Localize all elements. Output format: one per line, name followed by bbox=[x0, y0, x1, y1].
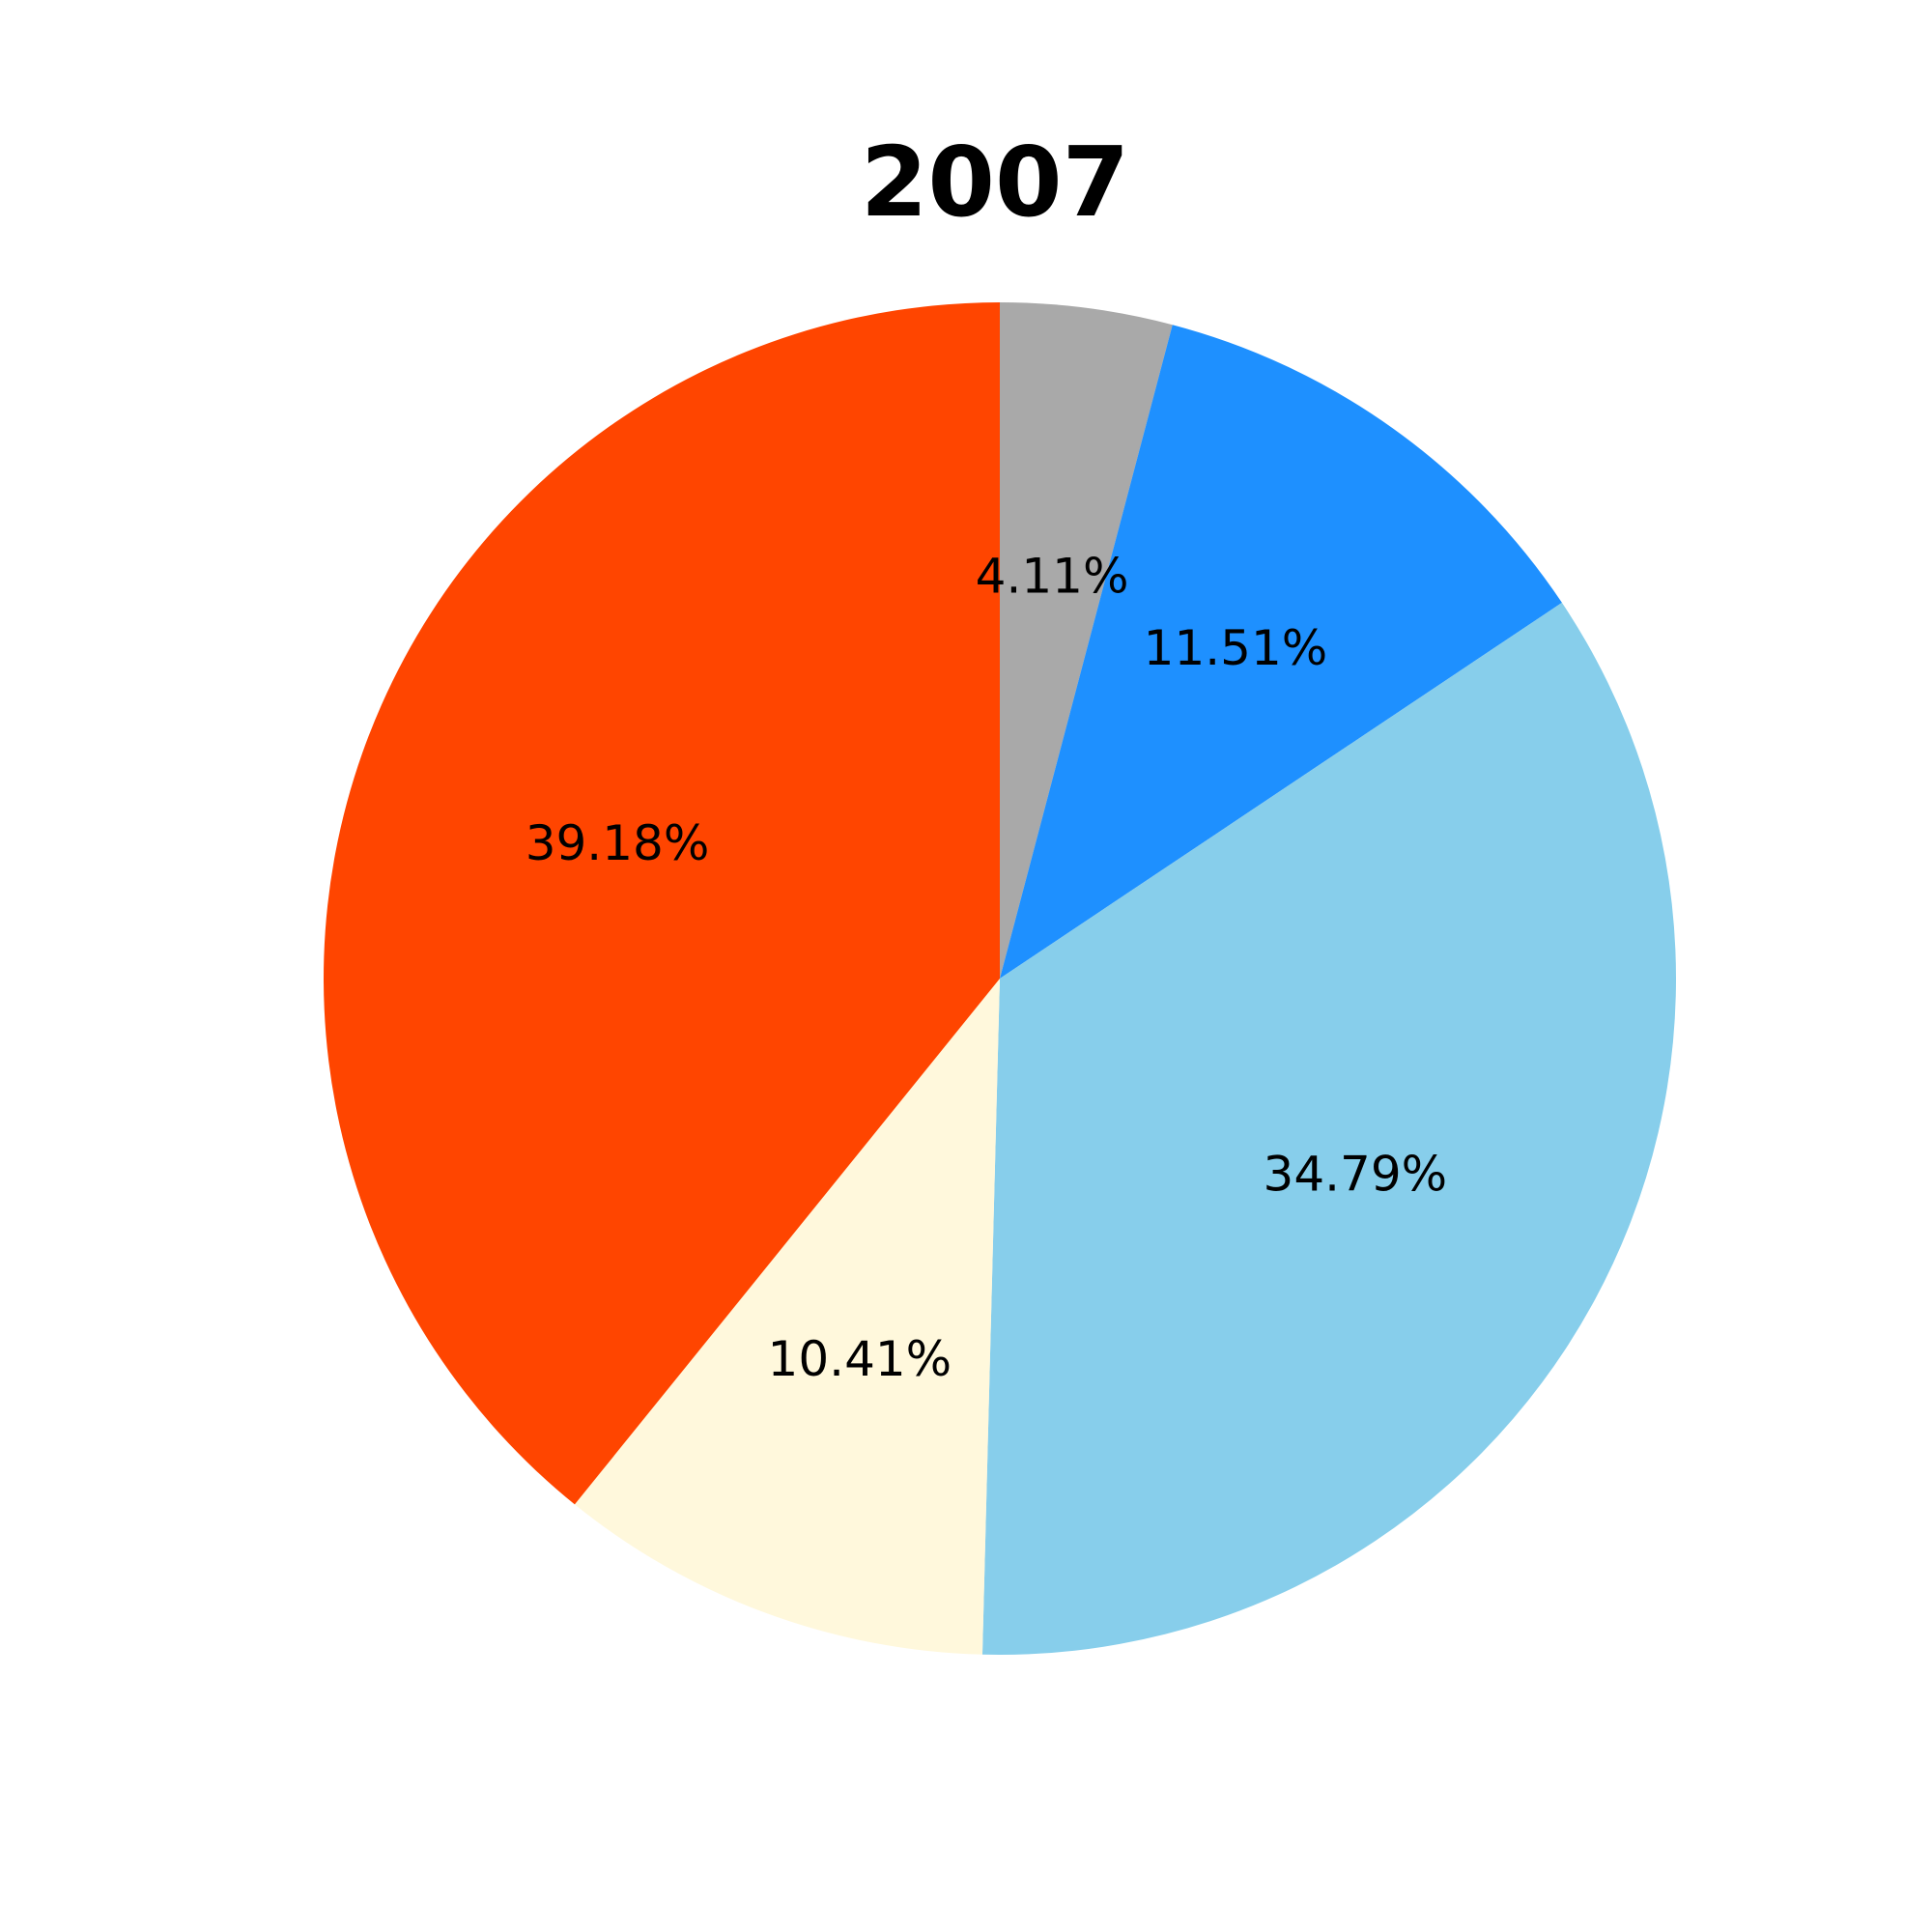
pie-slice-2 bbox=[981, 602, 1677, 1656]
pie-slices bbox=[323, 302, 1677, 1656]
pie-labels: 4.11% 11.51% 34.79% 10.41% 39.18% bbox=[526, 549, 1447, 1388]
slice-label-2: 34.79% bbox=[1264, 1147, 1448, 1203]
slice-label-1: 11.51% bbox=[1144, 620, 1328, 676]
pie-slice-1 bbox=[1000, 325, 1562, 980]
chart-title: 2007 bbox=[861, 126, 1129, 239]
slice-label-0: 4.11% bbox=[976, 549, 1129, 605]
pie-slice-4 bbox=[323, 302, 1000, 1505]
pie-slice-0 bbox=[1000, 302, 1173, 979]
pie-slice-3 bbox=[574, 979, 1000, 1655]
slice-label-3: 10.41% bbox=[768, 1331, 952, 1387]
slice-label-4: 39.18% bbox=[526, 815, 710, 871]
